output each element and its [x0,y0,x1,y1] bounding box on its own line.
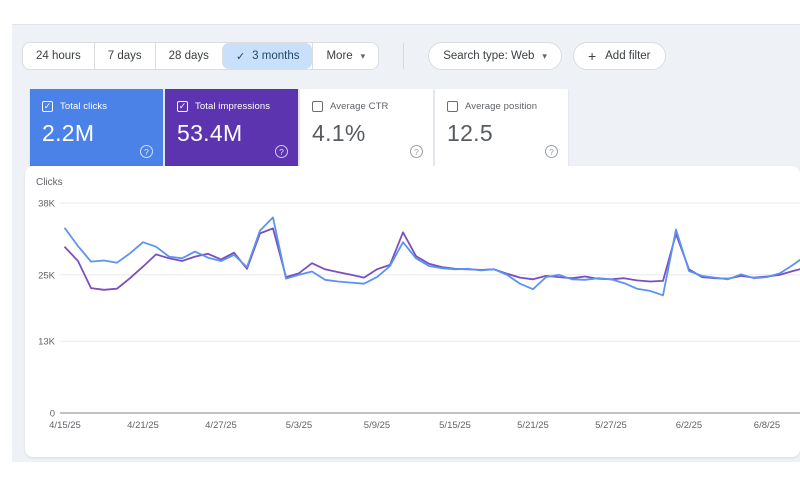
svg-text:6/8/25: 6/8/25 [754,420,780,431]
metric-card-total-impressions[interactable]: ✓ Total impressions 53.4M ? [165,89,298,166]
toolbar-divider [403,43,405,69]
search-type-label: Search type: Web [443,50,535,62]
svg-text:5/9/25: 5/9/25 [364,420,390,431]
date-range-3-months[interactable]: ✓ 3 months [221,43,313,69]
add-filter-button[interactable]: + Add filter [572,42,666,70]
date-range-label: 28 days [168,50,209,62]
chart-y-axis-title: Clicks [36,177,63,188]
performance-panel: 24 hours 7 days 28 days ✓ 3 months More … [12,24,800,462]
chevron-down-icon: ▾ [542,50,547,61]
checkbox-unchecked-icon[interactable] [447,101,458,112]
chevron-down-icon: ▾ [360,50,366,61]
svg-text:4/27/25: 4/27/25 [205,420,237,431]
checkbox-checked-icon[interactable]: ✓ [42,101,53,112]
metric-card-average-ctr[interactable]: Average CTR 4.1% ? [300,89,433,166]
svg-text:25K: 25K [38,270,56,281]
more-date-ranges-button[interactable]: More ▾ [312,43,378,69]
help-icon[interactable]: ? [410,145,423,158]
date-range-label: 24 hours [36,50,81,62]
more-label: More [326,50,353,62]
add-filter-label: Add filter [605,50,651,62]
metric-label: Average CTR [330,101,389,112]
search-type-filter[interactable]: Search type: Web ▾ [428,42,562,70]
filter-toolbar: 24 hours 7 days 28 days ✓ 3 months More … [22,42,677,70]
date-range-label: 7 days [107,50,142,62]
svg-text:5/21/25: 5/21/25 [517,420,549,431]
help-icon[interactable]: ? [275,145,288,158]
svg-text:6/2/25: 6/2/25 [676,420,702,431]
date-range-7-days[interactable]: 7 days [93,43,155,69]
svg-text:5/3/25: 5/3/25 [286,420,312,431]
plus-icon: + [587,48,597,64]
check-icon: ✓ [235,50,246,63]
performance-chart-card: Clicks 38K 25K 13K 0 4/15/25 4/21/25 4/27/25 5/… [25,166,800,457]
svg-text:13K: 13K [38,337,56,348]
svg-text:4/15/25: 4/15/25 [49,420,81,431]
date-range-24-hours[interactable]: 24 hours [23,43,94,69]
metric-label: Total clicks [60,101,108,112]
checkbox-checked-icon[interactable]: ✓ [177,101,188,112]
metric-value: 4.1% [312,120,366,146]
metric-card-average-position[interactable]: Average position 12.5 ? [435,89,568,166]
checkbox-unchecked-icon[interactable] [312,101,323,112]
svg-text:38K: 38K [38,199,56,210]
help-icon[interactable]: ? [545,145,558,158]
svg-text:0: 0 [50,409,55,420]
svg-text:5/15/25: 5/15/25 [439,420,471,431]
metric-tiles-row: ✓ Total clicks 2.2M ? ✓ Total impression… [30,89,570,166]
help-icon[interactable]: ? [140,145,153,158]
date-range-28-days[interactable]: 28 days [154,43,222,69]
metric-value: 12.5 [447,120,493,146]
svg-text:4/21/25: 4/21/25 [127,420,159,431]
top-header-strip [0,0,800,24]
metric-card-total-clicks[interactable]: ✓ Total clicks 2.2M ? [30,89,163,166]
svg-text:5/27/25: 5/27/25 [595,420,627,431]
metric-value: 53.4M [177,120,243,146]
metric-label: Total impressions [195,101,271,112]
metric-value: 2.2M [42,120,95,146]
clicks-impressions-line-chart: 38K 25K 13K 04/15/25 4/21/25 4/27/25 5/3/25 5/9… [38,199,800,431]
date-range-label: 3 months [252,50,300,62]
metric-label: Average position [465,101,538,112]
date-range-group: 24 hours 7 days 28 days ✓ 3 months More … [22,42,380,70]
